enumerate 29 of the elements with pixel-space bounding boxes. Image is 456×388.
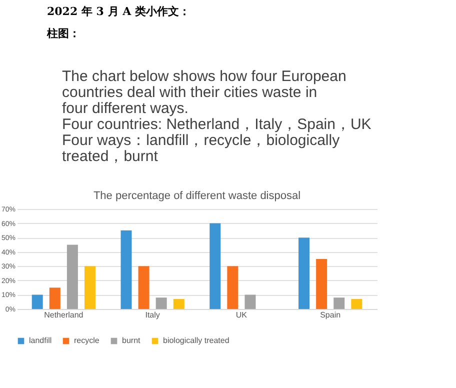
legend-label: landfill: [29, 336, 52, 345]
bar: [84, 266, 96, 309]
text: 2022 年 3 月 A 类小作文：: [47, 5, 190, 18]
bar: [316, 259, 328, 309]
bar: [351, 299, 362, 309]
bar: [156, 298, 167, 309]
text: Four countries: Netherland，Italy，Spain，UK: [62, 116, 372, 133]
legend-label: recycle: [74, 336, 100, 345]
text: Four ways：landfill，recycle，biologically treated，burnt: [62, 132, 340, 165]
bar: [120, 230, 132, 309]
bar: [210, 223, 221, 309]
bar: [49, 288, 60, 309]
bar: [173, 299, 184, 309]
x-tick-label: UK: [236, 310, 248, 320]
bar: [334, 298, 345, 309]
legend-label: biologically treated: [163, 336, 230, 345]
bar: [138, 266, 150, 309]
x-tick-label: Italy: [145, 310, 160, 320]
text: The chart below shows how four European countries deal with their cities waste in four different ways.: [62, 68, 346, 117]
text: 柱图：: [46, 27, 80, 40]
chart-title: The percentage of different waste disposal: [93, 190, 301, 202]
legend-label: burnt: [122, 336, 142, 345]
x-tick-label: Netherland: [44, 310, 84, 320]
bar: [66, 244, 78, 309]
bar: [227, 266, 238, 309]
x-tick-label: Spain: [320, 310, 341, 320]
bar: [32, 294, 43, 309]
bar: [298, 238, 310, 309]
bar: [244, 294, 256, 309]
